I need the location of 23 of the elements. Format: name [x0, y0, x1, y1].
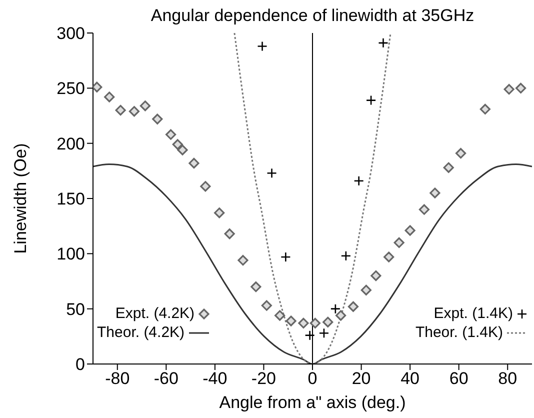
y-tick-label: 300 — [56, 24, 85, 44]
legend-label: Expt. (4.2K) — [115, 304, 195, 323]
chart-title: Angular dependence of linewidth at 35GHz — [150, 6, 476, 26]
y-tick-label: 100 — [56, 244, 85, 264]
x-tick-label: 20 — [352, 369, 371, 388]
y-tick-label: 0 — [76, 355, 85, 374]
x-tick-label: 0 — [308, 369, 318, 388]
y-tick-label: 50 — [66, 300, 85, 319]
legend-label: Expt. (1.4K) — [434, 304, 513, 323]
x-tick-label: 40 — [400, 369, 420, 388]
y-tick-label: 250 — [56, 79, 85, 98]
x-tick-label: 80 — [498, 369, 518, 388]
x-axis-title: Angle from a" axis (deg.) — [219, 393, 406, 412]
x-tick-label: -20 — [251, 369, 276, 388]
x-tick-label: -40 — [202, 369, 228, 388]
y-axis-title: Linewidth (Oe) — [11, 143, 30, 254]
x-tick-label: -80 — [105, 369, 130, 388]
y-tick-label: 200 — [56, 134, 85, 154]
y-tick-label: 150 — [56, 190, 85, 209]
legend-label: Theor. (4.2K) — [97, 323, 185, 342]
x-tick-label: 60 — [449, 369, 468, 388]
x-tick-label: -60 — [154, 369, 178, 388]
legend-label: Theor. (1.4K) — [415, 323, 503, 342]
